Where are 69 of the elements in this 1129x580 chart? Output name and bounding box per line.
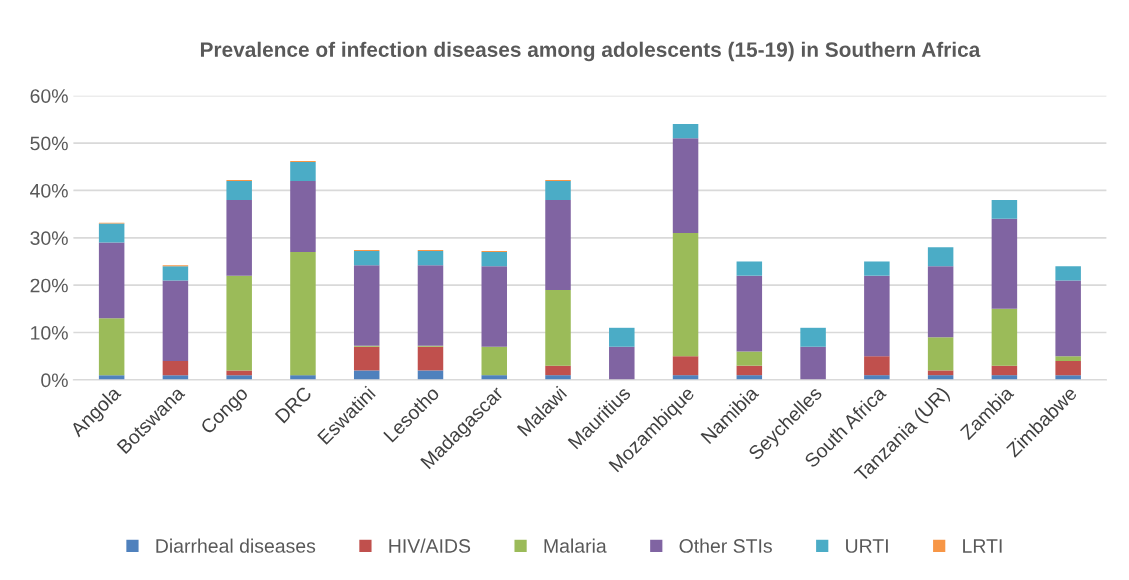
bar <box>927 266 954 338</box>
y-tick-label: 0% <box>41 373 68 388</box>
bar <box>545 199 571 290</box>
bar <box>864 261 890 276</box>
bar <box>609 346 635 380</box>
bar <box>864 356 890 376</box>
bar <box>736 275 763 352</box>
bar <box>927 337 954 371</box>
bar <box>736 351 763 366</box>
bar <box>672 138 699 234</box>
bar <box>800 346 826 380</box>
bar <box>290 162 316 181</box>
bar <box>672 233 699 357</box>
bar <box>162 266 189 281</box>
y-tick-label: 50% <box>30 136 68 151</box>
bar <box>98 242 125 319</box>
legend-label: Other STIs <box>679 538 772 553</box>
bar <box>991 218 1018 309</box>
bar <box>481 252 507 267</box>
bar <box>991 308 1018 366</box>
bar <box>353 370 380 380</box>
bar <box>991 365 1018 376</box>
chart-title: Prevalence of infection diseases among adolescents (15-19) in Southern Africa <box>200 41 981 62</box>
y-tick-label: 20% <box>30 278 68 293</box>
bar <box>481 346 507 376</box>
bar <box>417 346 444 371</box>
legend-label: Malaria <box>544 538 607 553</box>
bar <box>736 365 763 376</box>
bar <box>162 280 189 361</box>
bar <box>545 365 571 376</box>
y-tick-label: 30% <box>30 231 68 246</box>
bar <box>98 318 125 376</box>
bar <box>991 199 1018 219</box>
bar <box>226 275 252 371</box>
bar <box>927 370 954 376</box>
bar <box>417 251 444 266</box>
bar <box>736 261 763 276</box>
bar <box>226 370 252 376</box>
bar <box>1055 360 1081 376</box>
bar <box>353 251 380 266</box>
bar <box>927 247 954 267</box>
y-tick-label: 60% <box>30 89 68 103</box>
legend-label: Diarrheal diseases <box>156 538 316 553</box>
bar <box>162 360 189 376</box>
bar <box>1055 266 1081 281</box>
bar <box>98 223 125 243</box>
bar <box>800 327 826 347</box>
y-tick-label: 40% <box>30 183 68 198</box>
legend-label: URTI <box>846 539 888 553</box>
bar <box>1055 356 1081 361</box>
bar <box>545 180 571 200</box>
bar <box>545 289 571 366</box>
bar <box>226 180 252 200</box>
legend-label: LRTI <box>963 539 1002 553</box>
bar <box>417 370 444 380</box>
bar <box>481 266 507 347</box>
bar <box>290 252 316 376</box>
bar <box>417 265 444 346</box>
bar <box>864 275 890 357</box>
bar <box>353 265 380 346</box>
bar <box>226 199 252 276</box>
legend-label: HIV/AIDS <box>389 538 471 553</box>
bar <box>672 124 699 139</box>
bar <box>672 356 699 376</box>
bar <box>1055 280 1081 357</box>
y-tick-label: 10% <box>31 326 68 340</box>
bar <box>609 327 635 347</box>
bar <box>290 180 316 253</box>
bar <box>353 346 380 371</box>
